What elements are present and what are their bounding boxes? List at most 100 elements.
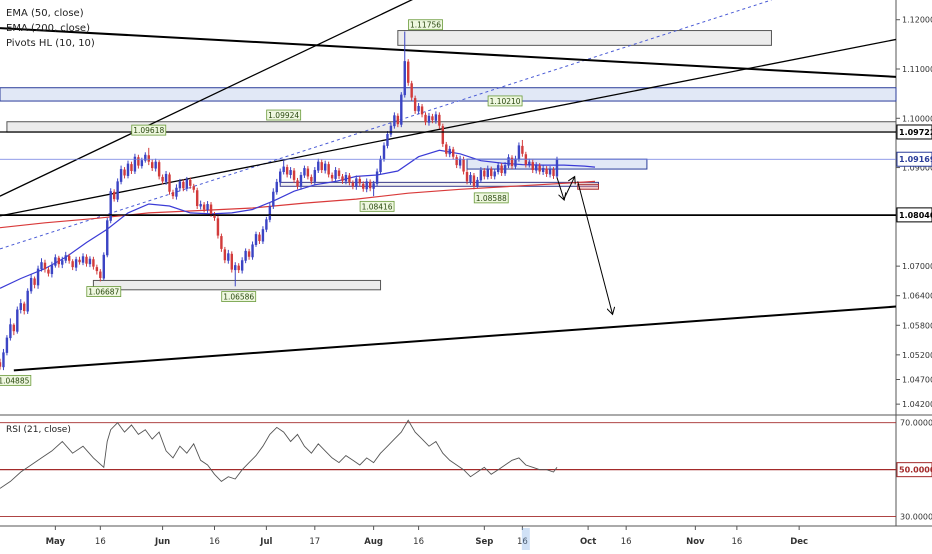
candle	[130, 161, 133, 174]
candle	[5, 335, 9, 356]
candle	[351, 180, 355, 190]
candle-body	[78, 259, 81, 263]
rsi-level-label: 70.0000	[900, 419, 932, 428]
candle	[337, 168, 341, 179]
candle-body	[47, 269, 50, 274]
candle	[116, 178, 119, 203]
candle-body	[106, 220, 109, 256]
candle	[323, 160, 327, 174]
candle-body	[213, 214, 216, 218]
candle	[282, 160, 285, 175]
legend-ema50[interactable]: EMA (50, close)	[6, 8, 84, 19]
candle	[254, 231, 258, 247]
pivot-box	[359, 200, 395, 212]
candle	[386, 131, 389, 149]
pivot-box	[221, 291, 257, 302]
candle	[112, 189, 116, 202]
candle-body	[434, 114, 438, 121]
candle	[393, 112, 396, 129]
price-tick-label: 1.09000	[902, 164, 932, 173]
candle-body	[36, 268, 40, 286]
candle-body	[292, 170, 296, 180]
candle-body	[29, 277, 33, 292]
legend-pivots[interactable]: Pivots HL (10, 10)	[6, 38, 95, 49]
zone-red	[577, 183, 599, 190]
candle-body	[503, 165, 507, 174]
candle	[26, 288, 29, 314]
time-tick-label: 16	[517, 537, 528, 547]
time-tick-label: 17	[309, 537, 320, 547]
candle	[192, 183, 195, 193]
candle-body	[275, 181, 278, 193]
candle-body	[9, 324, 12, 339]
candle	[410, 80, 413, 101]
candle-body	[144, 154, 147, 161]
candle	[407, 59, 410, 86]
candle	[92, 256, 95, 270]
price-tick-label: 1.07000	[902, 262, 932, 271]
candle	[157, 160, 161, 180]
candle-body	[362, 183, 365, 189]
candle	[358, 176, 361, 187]
candle-body	[541, 168, 545, 173]
legend-ema200[interactable]: EMA (200, close)	[6, 23, 90, 34]
candle	[175, 184, 178, 200]
candle-body	[223, 249, 227, 261]
candles	[0, 31, 559, 371]
candle	[375, 168, 379, 187]
candle-body	[192, 186, 195, 190]
candle	[265, 216, 268, 233]
pivot-box	[487, 95, 523, 107]
candle	[119, 165, 123, 185]
candle	[189, 177, 192, 189]
candle	[493, 168, 496, 180]
candle-body	[351, 182, 355, 187]
candle-body	[410, 83, 413, 98]
candle-body	[510, 157, 514, 167]
candle	[317, 158, 320, 173]
candle	[195, 187, 199, 209]
pivot-box	[473, 192, 509, 204]
candle-body	[268, 206, 272, 220]
candle	[479, 167, 483, 183]
candle-body	[123, 169, 126, 176]
pivot-box	[266, 109, 302, 121]
candle	[36, 265, 40, 289]
candle	[400, 92, 403, 128]
candle	[507, 154, 510, 169]
candle	[2, 348, 5, 371]
candle-body	[26, 290, 29, 312]
candle-body	[420, 106, 424, 115]
time-tick-label: Nov	[686, 537, 705, 547]
candle-body	[531, 162, 534, 171]
candle-body	[327, 164, 330, 175]
projection-arrow	[556, 177, 564, 199]
candle	[102, 252, 105, 281]
time-tick-label: Jun	[154, 537, 170, 547]
candle-body	[538, 165, 541, 172]
price-tick-label: 1.04200	[902, 400, 932, 409]
candle	[168, 172, 171, 195]
candle	[441, 123, 445, 147]
candle-body	[43, 262, 47, 270]
candle-body	[116, 181, 119, 200]
candle-body	[431, 116, 434, 121]
candle	[330, 172, 334, 182]
candle	[535, 162, 538, 174]
candle	[427, 112, 431, 126]
candle-body	[119, 169, 123, 182]
candle	[541, 165, 545, 175]
candle	[12, 323, 16, 336]
candle-body	[88, 258, 92, 265]
candle-body	[240, 260, 244, 271]
candle-body	[545, 168, 548, 174]
candle-body	[154, 161, 157, 169]
candle-body	[424, 114, 427, 123]
candle-body	[133, 156, 137, 172]
candle-body	[528, 161, 531, 166]
candle	[67, 253, 71, 264]
candle-body	[493, 171, 496, 177]
candle	[327, 161, 330, 178]
